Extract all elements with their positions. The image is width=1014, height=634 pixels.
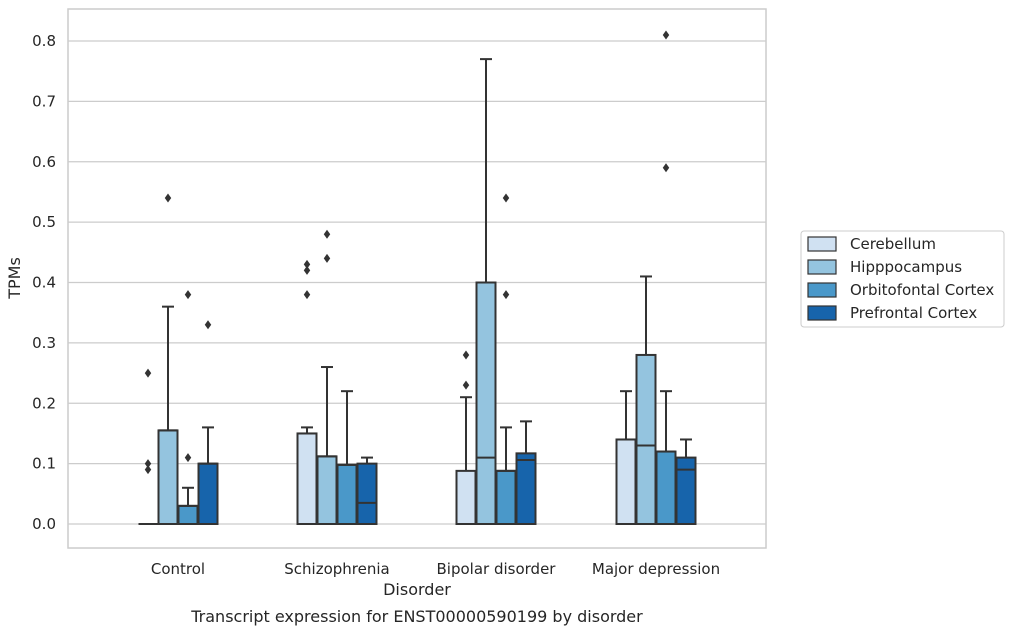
outlier-point <box>502 290 510 300</box>
y-axis-ticks: 0.0 0.1 0.2 0.3 0.4 0.5 0.6 0.7 0.8 <box>32 32 56 533</box>
legend-frame <box>800 230 1005 328</box>
outlier-point <box>184 453 192 463</box>
box-iqr <box>475 281 497 525</box>
legend-swatch <box>807 282 837 298</box>
box-group <box>296 259 318 525</box>
outlier-point <box>144 465 152 475</box>
box-group <box>336 390 358 525</box>
x-tick-label: Schizophrenia <box>284 560 389 578</box>
outlier-point <box>204 320 212 330</box>
x-tick-label: Bipolar disorder <box>437 560 557 578</box>
y-tick-label: 0.0 <box>32 515 56 533</box>
plot-area-frame <box>67 8 767 549</box>
outlier-point <box>144 368 152 378</box>
y-tick-label: 0.8 <box>32 32 56 50</box>
outlier-point <box>323 253 331 263</box>
legend: Cerebellum Hipppocampus Orbitofontal Corte… <box>800 230 1005 328</box>
x-axis-label: Disorder <box>383 580 451 599</box>
figure-caption: Transcript expression for ENST0000059019… <box>190 607 643 626</box>
box-iqr <box>635 353 657 526</box>
box-iqr <box>197 462 219 525</box>
x-tick-label: Control <box>151 560 205 578</box>
box-iqr <box>655 450 677 525</box>
outlier-point <box>303 290 311 300</box>
outlier-point <box>462 380 470 390</box>
box-iqr <box>455 469 477 525</box>
outlier-point <box>462 350 470 360</box>
y-tick-label: 0.6 <box>32 153 56 171</box>
outlier-point <box>662 163 670 173</box>
legend-label: Hipppocampus <box>850 258 962 276</box>
box-group <box>455 350 477 525</box>
box-group <box>138 368 158 525</box>
legend-swatch <box>807 305 837 321</box>
y-tick-label: 0.3 <box>32 334 56 352</box>
box-iqr <box>495 469 517 525</box>
y-tick-label: 0.7 <box>32 92 56 110</box>
box-iqr <box>615 438 637 526</box>
box-group <box>635 275 657 526</box>
outlier-point <box>144 459 152 469</box>
boxes <box>138 30 697 526</box>
y-tick-label: 0.1 <box>32 455 56 473</box>
outlier-point <box>323 229 331 239</box>
box-iqr <box>157 429 179 526</box>
outlier-point <box>303 259 311 269</box>
box-iqr <box>356 462 378 525</box>
legend-swatch <box>807 259 837 275</box>
y-tick-label: 0.4 <box>32 274 56 292</box>
box-group <box>655 30 677 525</box>
box-group <box>615 390 637 526</box>
outlier-point <box>502 193 510 203</box>
box-group <box>177 290 199 526</box>
box-group <box>157 193 179 526</box>
box-group <box>495 193 517 525</box>
legend-label: Cerebellum <box>850 235 936 253</box>
outlier-point <box>184 290 192 300</box>
box-iqr <box>515 452 537 525</box>
legend-label: Orbitofontal Cortex <box>850 281 994 299</box>
box-group <box>675 438 697 525</box>
outlier-point <box>164 193 172 203</box>
box-group <box>197 320 219 525</box>
box-iqr <box>296 432 318 525</box>
box-group <box>515 420 537 525</box>
y-tick-label: 0.5 <box>32 213 56 231</box>
legend-label: Prefrontal Cortex <box>850 304 977 322</box>
box-group <box>316 229 338 526</box>
box-iqr <box>336 463 358 525</box>
y-tick-label: 0.2 <box>32 394 56 412</box>
box-iqr <box>177 504 199 526</box>
x-axis-ticks: Control Schizophrenia Bipolar disorder Majo… <box>151 560 720 578</box>
box-group <box>475 58 497 525</box>
legend-swatch <box>807 236 837 252</box>
outlier-point <box>303 265 311 275</box>
box-group <box>356 456 378 525</box>
grid-lines <box>68 40 766 525</box>
outlier-point <box>662 30 670 40</box>
box-iqr <box>316 455 338 526</box>
box-iqr <box>675 456 697 525</box>
x-tick-label: Major depression <box>592 560 720 578</box>
y-axis-label: TPMs <box>5 257 24 300</box>
